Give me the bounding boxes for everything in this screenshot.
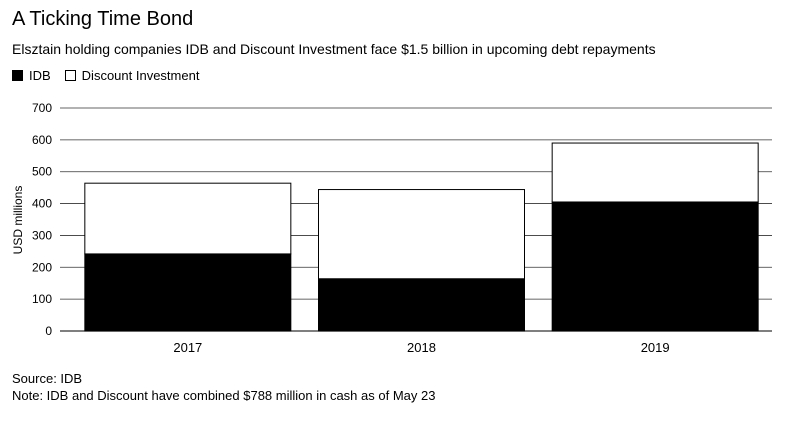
legend-item-idb: IDB	[12, 68, 51, 83]
y-tick-label: 0	[45, 324, 52, 338]
x-tick-label: 2017	[173, 340, 202, 355]
legend: IDB Discount Investment	[12, 66, 213, 84]
bar-idb-2018	[318, 278, 525, 332]
y-tick-label: 400	[32, 197, 52, 211]
bar-idb-2019	[551, 201, 759, 332]
legend-swatch-discount	[64, 69, 76, 81]
footnote: Note: IDB and Discount have combined $78…	[12, 388, 436, 403]
y-tick-label: 300	[32, 228, 52, 242]
legend-label-idb: IDB	[29, 67, 51, 83]
source-note: Source: IDB	[12, 371, 83, 386]
bar-discount-2018	[318, 189, 525, 280]
x-tick-label: 2019	[641, 340, 670, 355]
x-tick-label: 2018	[407, 340, 436, 355]
x-tick-labels: 2017 2018 2019	[173, 340, 669, 355]
bar-discount-2019	[551, 142, 759, 203]
legend-label-discount: Discount Investment	[81, 67, 200, 83]
legend-item-discount: Discount Investment	[64, 67, 200, 83]
y-axis-label: USD millions	[11, 186, 25, 255]
bar-discount-2017	[84, 182, 292, 255]
chart-subtitle: Elsztain holding companies IDB and Disco…	[12, 41, 656, 57]
y-tick-label: 100	[32, 292, 52, 306]
y-tick-label: 700	[32, 101, 52, 115]
y-tick-label: 200	[32, 260, 52, 274]
chart-title: A Ticking Time Bond	[12, 8, 194, 30]
bar-idb-2017	[84, 253, 292, 332]
y-tick-label: 600	[32, 133, 52, 147]
y-tick-label: 500	[32, 165, 52, 179]
bars	[84, 142, 759, 332]
legend-swatch-idb	[12, 69, 23, 81]
